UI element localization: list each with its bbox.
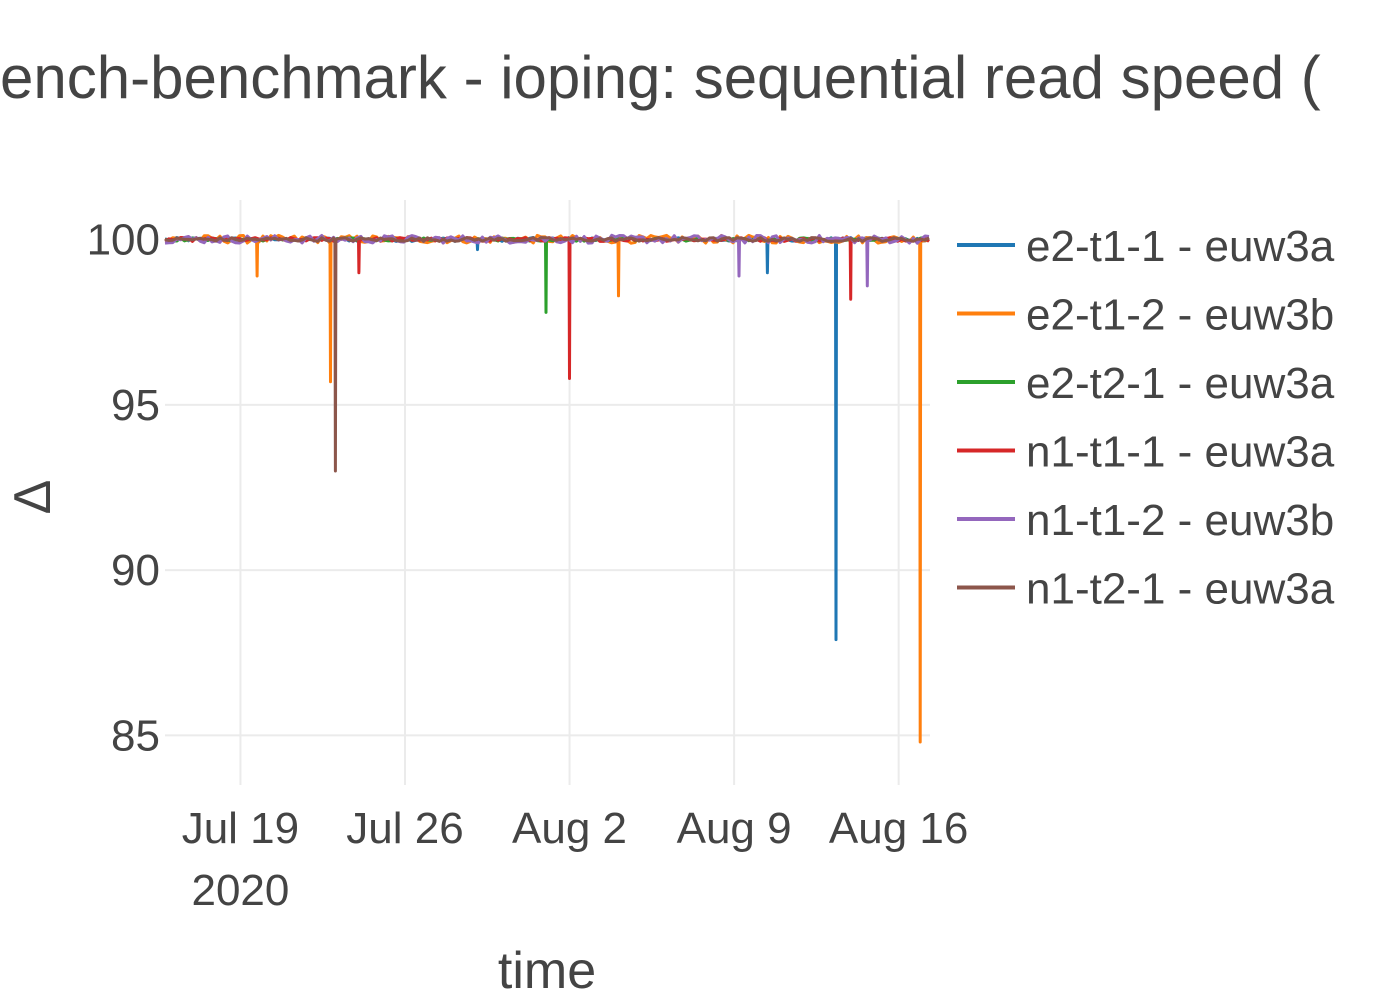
legend-item[interactable]: n1-t1-2 - euw3b: [957, 496, 1334, 545]
legend-label: e2-t1-1 - euw3a: [1026, 222, 1335, 271]
x-tick-label: Jul 19: [182, 804, 299, 853]
chart-title: ench-benchmark - ioping: sequential read…: [0, 44, 1321, 111]
series-line: [164, 236, 930, 314]
legend: e2-t1-1 - euw3a e2-t1-2 - euw3b e2-t2-1 - …: [957, 222, 1335, 614]
legend-item[interactable]: e2-t1-2 - euw3b: [957, 291, 1334, 340]
legend-item[interactable]: n1-t1-1 - euw3a: [957, 428, 1335, 477]
y-axis-ticks: 85 90 95 100: [87, 216, 160, 761]
legend-label: n1-t1-2 - euw3b: [1026, 496, 1334, 545]
legend-label: e2-t2-1 - euw3a: [1026, 359, 1335, 408]
x-tick-label: Aug 2: [512, 804, 627, 853]
plot-area: [164, 233, 930, 744]
legend-item[interactable]: e2-t1-1 - euw3a: [957, 222, 1335, 271]
y-tick-label: 90: [111, 546, 160, 595]
y-axis-title: Δ: [4, 480, 62, 515]
x-tick-label: Jul 26: [346, 804, 463, 853]
x-axis-ticks: Jul 19 2020 Jul 26 Aug 2 Aug 9 Aug 16: [182, 804, 969, 915]
x-tick-label: Aug 9: [677, 804, 792, 853]
legend-item[interactable]: e2-t2-1 - euw3a: [957, 359, 1335, 408]
series-line: [164, 236, 930, 473]
x-tick-label: Aug 16: [829, 804, 968, 853]
x-tick-year-label: 2020: [191, 866, 289, 915]
legend-label: n1-t1-1 - euw3a: [1026, 428, 1335, 477]
x-axis-title: time: [498, 942, 596, 1000]
legend-label: e2-t1-2 - euw3b: [1026, 291, 1334, 340]
y-tick-label: 100: [87, 216, 160, 265]
legend-label: n1-t2-1 - euw3a: [1026, 565, 1335, 614]
y-tick-label: 85: [111, 711, 160, 760]
legend-item[interactable]: n1-t2-1 - euw3a: [957, 565, 1335, 614]
y-tick-label: 95: [111, 381, 160, 430]
